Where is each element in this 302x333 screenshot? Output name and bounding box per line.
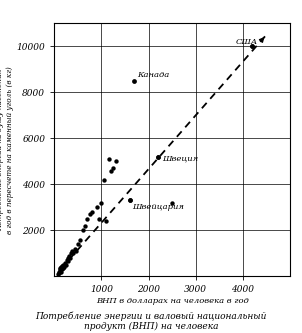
Point (94, 205, 99, 210)
Point (101, 177, 106, 182)
Point (111, 166, 116, 171)
Point (67, 253, 72, 258)
Point (132, 78, 137, 84)
Text: США: США (236, 38, 258, 46)
X-axis label: ВНП в долларах на человека в год: ВНП в долларах на человека в год (96, 297, 249, 305)
Point (57, 270, 62, 276)
Point (59, 270, 63, 275)
Point (108, 168, 113, 173)
Text: Потребление энергии и валовый национальный
продукт (ВНП) на человека: Потребление энергии и валовый национальн… (35, 311, 267, 331)
Point (97, 216, 101, 221)
Point (80, 228, 85, 233)
Point (63, 262, 68, 267)
Y-axis label: Потребление энергии на душу населения
в год в пересчете на каменный уголь (в кг): Потребление энергии на душу населения в … (0, 66, 14, 234)
Point (170, 200, 175, 205)
Point (66, 255, 71, 261)
Point (127, 198, 132, 203)
Text: Канада: Канада (137, 71, 169, 79)
Point (58, 268, 63, 273)
Point (71, 251, 76, 256)
Point (69, 251, 74, 256)
Point (56, 271, 60, 277)
Point (57, 267, 62, 272)
Point (56, 269, 61, 274)
Point (106, 157, 111, 162)
Text: Швеция: Швеция (162, 154, 198, 162)
Point (76, 241, 80, 247)
Point (60, 266, 65, 271)
Point (250, 44, 255, 49)
Point (62, 260, 67, 265)
Point (90, 209, 95, 215)
Point (250, 44, 255, 49)
Point (99, 200, 104, 205)
Point (61, 264, 66, 270)
Point (59, 264, 64, 270)
Point (113, 159, 118, 164)
Point (82, 223, 87, 228)
Text: Швейцария: Швейцария (132, 202, 184, 210)
Point (74, 248, 79, 254)
Point (87, 211, 92, 217)
Point (104, 218, 109, 224)
Point (68, 255, 73, 261)
Point (72, 246, 77, 251)
Point (127, 198, 132, 203)
Point (156, 154, 160, 160)
Point (60, 263, 65, 269)
Point (85, 216, 90, 221)
Point (58, 266, 63, 271)
Point (156, 154, 160, 160)
Point (59, 267, 64, 272)
Point (64, 258, 69, 263)
Point (65, 259, 70, 264)
Point (78, 237, 83, 242)
Point (70, 248, 75, 254)
Point (61, 262, 66, 267)
